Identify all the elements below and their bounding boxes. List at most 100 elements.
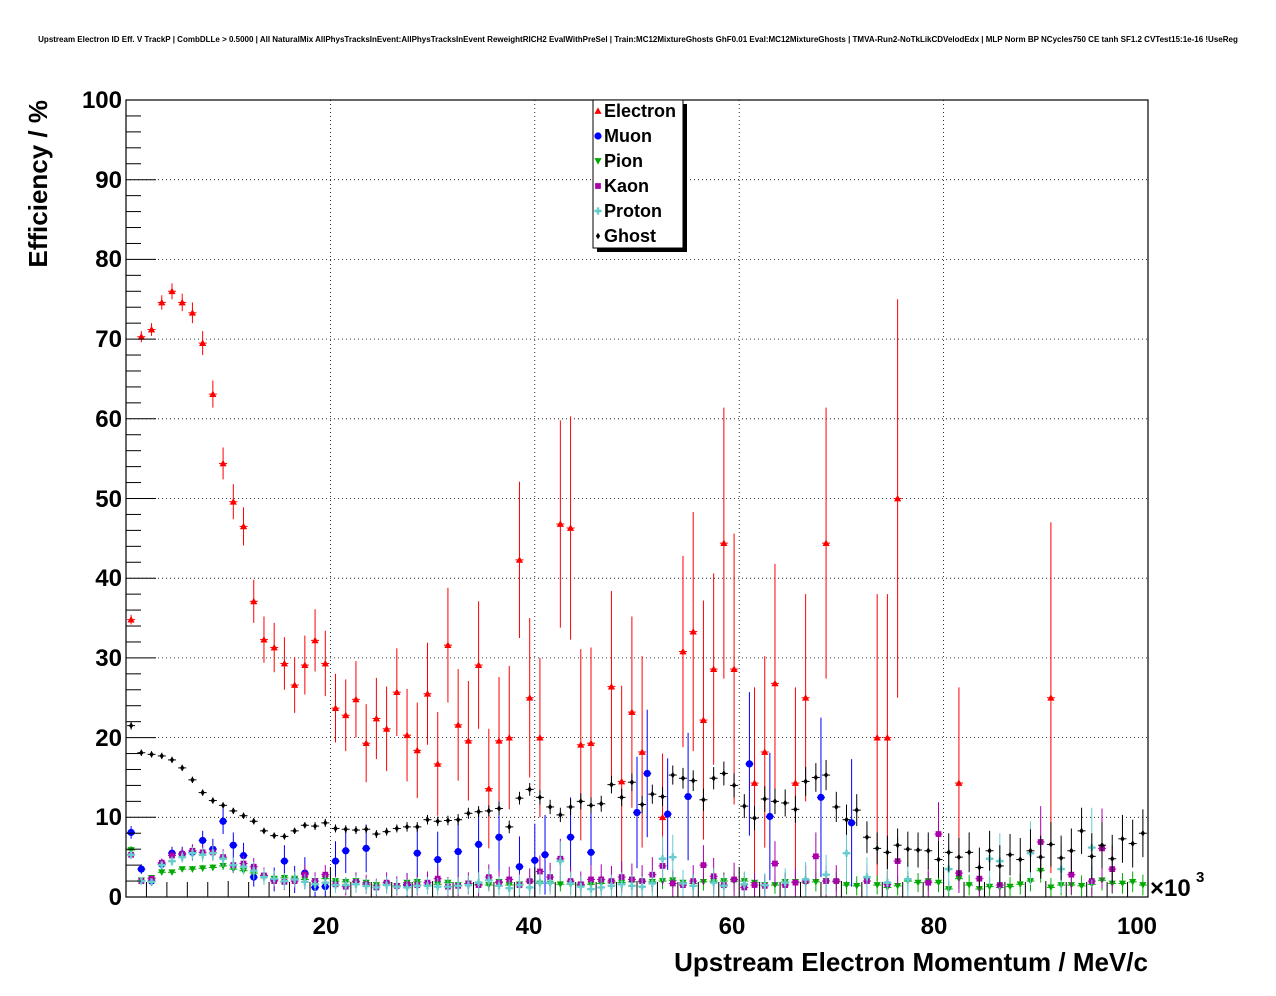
data-point bbox=[771, 679, 779, 687]
data-point bbox=[464, 881, 472, 889]
data-point bbox=[536, 734, 544, 741]
data-point bbox=[282, 833, 287, 840]
data-point bbox=[745, 760, 754, 768]
data-point bbox=[199, 836, 207, 845]
data-point bbox=[792, 879, 799, 886]
data-point bbox=[854, 806, 859, 814]
data-point bbox=[342, 881, 350, 889]
data-point bbox=[1048, 841, 1054, 848]
data-point bbox=[842, 849, 851, 857]
legend-marker bbox=[595, 232, 601, 240]
data-point bbox=[914, 879, 922, 887]
data-point bbox=[1129, 878, 1137, 886]
data-point bbox=[618, 777, 626, 785]
data-point bbox=[210, 797, 216, 804]
data-point bbox=[169, 852, 175, 859]
data-point bbox=[955, 779, 963, 786]
data-point bbox=[791, 779, 800, 786]
data-point bbox=[280, 877, 289, 885]
y-tick-label: 40 bbox=[95, 565, 122, 592]
data-point bbox=[260, 635, 268, 643]
data-point bbox=[301, 878, 309, 886]
data-point bbox=[1089, 853, 1094, 860]
data-point bbox=[168, 287, 176, 295]
data-point bbox=[587, 885, 595, 893]
data-point bbox=[302, 822, 308, 829]
data-point bbox=[607, 682, 616, 690]
legend-label: Proton bbox=[604, 201, 662, 221]
data-point bbox=[505, 734, 513, 741]
data-point bbox=[188, 866, 197, 873]
data-point bbox=[1016, 881, 1024, 888]
data-point bbox=[1068, 871, 1075, 878]
data-point bbox=[352, 880, 360, 888]
series-ghost bbox=[127, 721, 1147, 888]
data-point bbox=[751, 882, 758, 888]
data-point bbox=[781, 879, 789, 887]
data-point bbox=[772, 860, 778, 867]
legend-marker bbox=[594, 158, 602, 165]
legend: Electron Muon Pion Kaon Proton Ghost bbox=[592, 99, 687, 252]
data-point bbox=[761, 748, 769, 755]
data-point bbox=[485, 785, 493, 792]
data-point bbox=[1139, 882, 1147, 889]
data-point bbox=[894, 882, 902, 890]
data-point bbox=[541, 851, 549, 859]
data-point bbox=[628, 708, 636, 715]
data-point bbox=[822, 871, 830, 879]
y-axis-label: Efficiency / % bbox=[23, 100, 53, 268]
data-point bbox=[393, 883, 401, 891]
data-point bbox=[372, 883, 380, 892]
data-point bbox=[158, 298, 166, 306]
data-point bbox=[883, 734, 891, 741]
data-point bbox=[721, 770, 727, 777]
data-point bbox=[291, 875, 299, 884]
data-point bbox=[526, 883, 534, 892]
data-point bbox=[664, 810, 672, 818]
data-point bbox=[1130, 840, 1135, 847]
data-point bbox=[188, 849, 197, 857]
data-point bbox=[1110, 855, 1115, 862]
data-point bbox=[158, 869, 166, 876]
data-point bbox=[638, 748, 646, 755]
data-point bbox=[684, 792, 692, 801]
y-tick-label: 80 bbox=[95, 246, 122, 273]
data-point bbox=[689, 882, 697, 890]
data-point bbox=[333, 825, 338, 832]
data-point bbox=[169, 756, 175, 764]
legend-label: Kaon bbox=[604, 176, 649, 196]
data-point bbox=[1028, 847, 1033, 855]
data-point bbox=[670, 771, 675, 779]
data-point bbox=[219, 459, 227, 467]
data-point bbox=[650, 790, 655, 798]
data-point bbox=[158, 861, 166, 869]
data-point bbox=[321, 879, 329, 887]
data-point bbox=[740, 880, 748, 888]
data-point bbox=[863, 873, 871, 881]
data-point bbox=[710, 665, 718, 672]
data-point bbox=[476, 808, 481, 815]
grid-lines bbox=[126, 100, 1148, 897]
data-point bbox=[331, 881, 340, 889]
data-point bbox=[1099, 841, 1105, 849]
data-point bbox=[199, 851, 207, 859]
data-point bbox=[515, 863, 524, 871]
data-point bbox=[619, 794, 624, 801]
data-point bbox=[434, 855, 442, 864]
data-point bbox=[413, 849, 421, 857]
data-point bbox=[566, 524, 575, 531]
data-point bbox=[946, 849, 951, 856]
data-point bbox=[711, 775, 716, 782]
data-point bbox=[1058, 854, 1064, 862]
data-point bbox=[362, 739, 370, 747]
data-point bbox=[312, 822, 318, 830]
data-point bbox=[536, 879, 544, 887]
data-point bbox=[873, 882, 881, 889]
data-point bbox=[454, 721, 462, 728]
legend-marker bbox=[595, 183, 601, 189]
data-point bbox=[1140, 830, 1146, 837]
data-point bbox=[638, 883, 646, 891]
legend-label: Electron bbox=[604, 101, 676, 121]
data-point bbox=[209, 390, 217, 397]
data-point bbox=[1069, 847, 1074, 855]
